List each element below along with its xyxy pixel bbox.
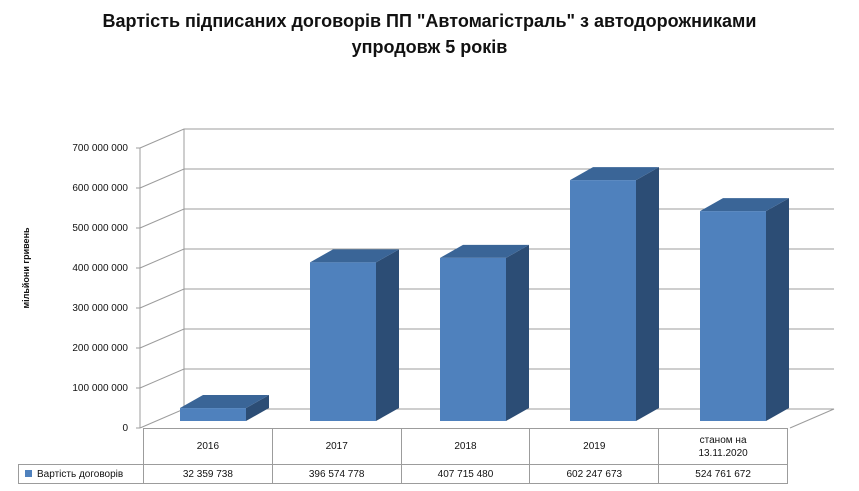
y-tick-label: 400 000 000 xyxy=(72,263,128,274)
bar xyxy=(180,395,269,421)
bar-front xyxy=(440,257,506,421)
bar-front xyxy=(570,180,636,421)
bar xyxy=(700,198,789,421)
data-label: 407 715 480 xyxy=(400,464,531,484)
data-label: 602 247 673 xyxy=(529,464,660,484)
bar-side xyxy=(376,249,399,421)
y-tick-label: 100 000 000 xyxy=(72,383,128,394)
bar-top xyxy=(570,167,659,181)
data-label: 396 574 778 xyxy=(271,464,402,484)
x-tick-label: 2016 xyxy=(143,428,273,465)
chart-title-line-1: Вартість підписаних договорів ПП "Автома… xyxy=(102,11,757,31)
bar-side xyxy=(636,167,659,421)
chart-title: Вартість підписаних договорів ПП "Автома… xyxy=(0,8,859,60)
gridline xyxy=(139,168,834,189)
x-tick-label-text: 2019 xyxy=(583,441,606,452)
x-tick-label: 2018 xyxy=(400,428,531,465)
data-table: 2016 2017 2018 2019 станом на 13.11.2020… xyxy=(18,428,788,484)
bar-top xyxy=(440,244,529,258)
gridline xyxy=(139,128,834,149)
chart-title-line-2: упродовж 5 років xyxy=(351,37,508,57)
x-tick-label-text: станом на 13.11.2020 xyxy=(698,434,748,459)
x-tick-label-text: 2017 xyxy=(325,441,348,452)
x-tick-label-text: 2016 xyxy=(196,441,220,452)
bar-top xyxy=(700,198,789,212)
bar-side xyxy=(246,395,269,421)
bar-front xyxy=(180,408,246,421)
x-tick-label: 2017 xyxy=(271,428,402,465)
table-corner xyxy=(18,428,144,465)
data-label: 32 359 738 xyxy=(143,464,273,484)
legend-entry: Вартість договорів xyxy=(18,464,144,484)
y-tick-label: 700 000 000 xyxy=(72,143,128,154)
bars xyxy=(180,167,789,421)
bar xyxy=(440,244,529,421)
legend-label: Вартість договорів xyxy=(37,468,124,480)
category-row: 2016 2017 2018 2019 станом на 13.11.2020 xyxy=(18,428,788,465)
x-tick-label: 2019 xyxy=(529,428,660,465)
x-tick-label: станом на 13.11.2020 xyxy=(658,428,788,465)
y-tick-label: 500 000 000 xyxy=(72,223,128,234)
bar-side xyxy=(766,198,789,421)
y-tick-label: 200 000 000 xyxy=(72,343,128,354)
bar xyxy=(310,249,399,421)
bar-front xyxy=(310,262,376,421)
bar xyxy=(570,167,659,421)
bar-front xyxy=(700,211,766,421)
bar-top xyxy=(310,249,399,263)
y-tick-label: 600 000 000 xyxy=(72,183,128,194)
x-tick-label-text: 2018 xyxy=(454,441,477,452)
bar-top xyxy=(180,395,269,409)
legend-swatch xyxy=(25,470,32,478)
y-tick-label: 300 000 000 xyxy=(72,303,128,314)
bar-side xyxy=(506,244,529,421)
data-label: 524 761 672 xyxy=(658,464,788,484)
value-row: Вартість договорів 32 359 738 396 574 77… xyxy=(18,464,788,484)
